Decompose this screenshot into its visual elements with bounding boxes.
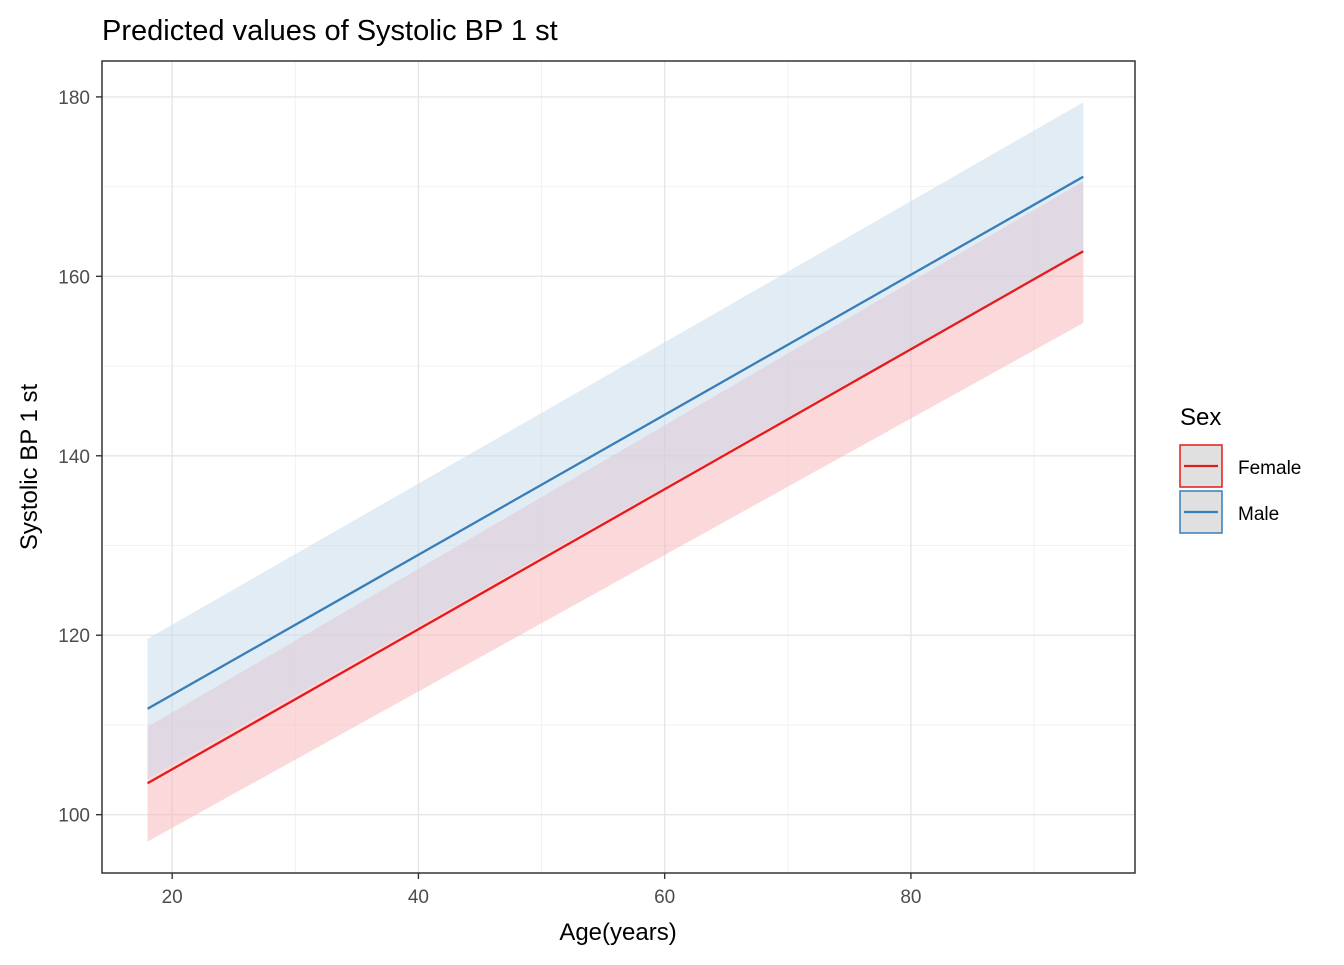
series-lines	[146, 175, 1084, 785]
legend-items: Female Male	[1179, 444, 1301, 534]
male-confidence-band	[147, 102, 1084, 779]
female-line	[146, 250, 1084, 785]
x-axis-ticks: 20 40 60 80	[162, 873, 921, 908]
y-axis-ticks: 100 120 140 160 180	[58, 88, 102, 827]
legend: Sex Female Male	[1179, 404, 1301, 534]
x-axis-title: Age(years)	[559, 919, 676, 946]
y-tick-label: 180	[58, 88, 90, 109]
x-tick-label: 20	[162, 887, 183, 908]
chart-title: Predicted values of Systolic BP 1 st	[102, 15, 558, 47]
female-legend-label: Female	[1238, 458, 1301, 479]
y-tick-label: 100	[58, 806, 90, 827]
x-tick-label: 80	[900, 887, 921, 908]
male-legend-label: Male	[1238, 504, 1279, 525]
x-tick-label: 60	[654, 887, 675, 908]
male-line	[146, 175, 1084, 710]
y-tick-label: 140	[58, 447, 90, 468]
y-tick-label: 160	[58, 267, 90, 288]
legend-title: Sex	[1180, 404, 1221, 431]
plot-panel-border	[101, 60, 1136, 874]
y-tick-label: 120	[58, 626, 90, 647]
y-axis-title: Systolic BP 1 st	[16, 384, 43, 551]
confidence-bands	[147, 102, 1084, 842]
x-tick-label: 40	[408, 887, 429, 908]
